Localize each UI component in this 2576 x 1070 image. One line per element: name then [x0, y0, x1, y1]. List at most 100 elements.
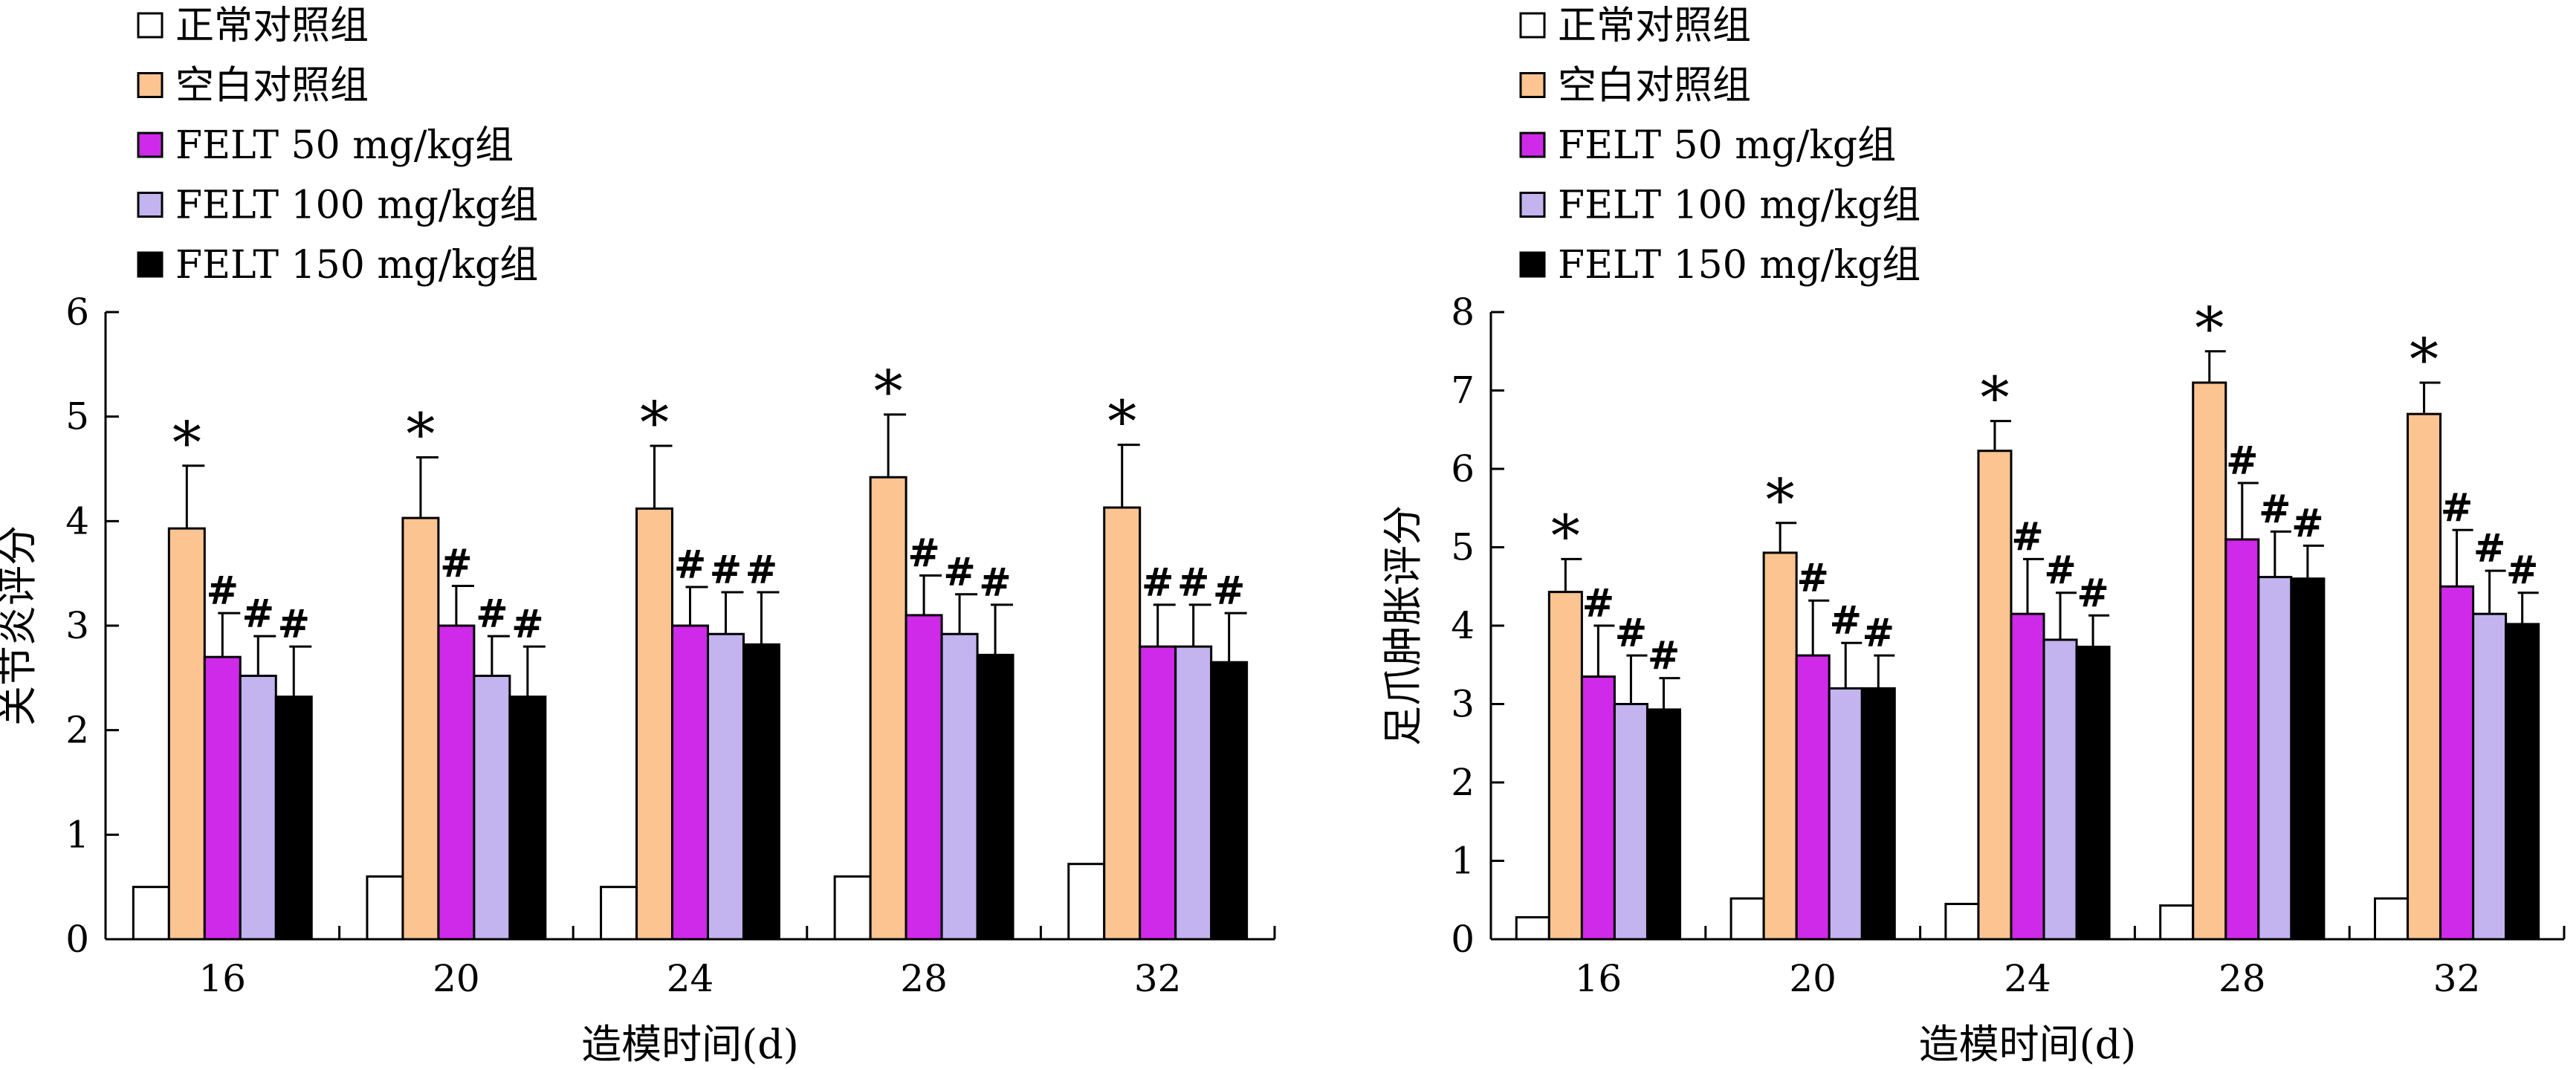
bar: [2439, 585, 2475, 941]
x-tick-label: 24: [2004, 957, 2051, 1000]
significance-hash: #: [1796, 556, 1829, 601]
x-tick-label: 20: [433, 957, 480, 1000]
bar: [742, 643, 780, 941]
legend-swatch: [1519, 132, 1546, 158]
y-tick-label: 7: [1451, 369, 1475, 412]
significance-hash: #: [1213, 568, 1246, 614]
x-tick-label: 32: [2433, 957, 2481, 1000]
significance-hash: #: [2441, 485, 2473, 531]
significance-hash: #: [1582, 581, 1615, 626]
y-tick-label: 1: [1451, 840, 1475, 883]
legend-label: 空白对照组: [1558, 64, 1751, 108]
significance-hash: #: [1648, 634, 1680, 679]
bar: [1762, 551, 1798, 941]
bar: [869, 476, 907, 941]
significance-hash: #: [979, 560, 1012, 606]
y-tick-label: 5: [1451, 526, 1475, 569]
significance-hash: #: [2077, 571, 2109, 616]
bar: [1103, 506, 1142, 941]
significance-hash: #: [1829, 598, 1862, 643]
legend-swatch: [137, 251, 164, 278]
bar: [437, 624, 476, 941]
x-axis-title: 造模时间(d): [581, 1021, 799, 1068]
x-tick-label: 16: [1575, 957, 1622, 1000]
bar: [2472, 612, 2508, 941]
x-tick-label: 32: [1134, 957, 1182, 1000]
legend-swatch: [1519, 12, 1546, 39]
significance-asterisk: *: [1980, 366, 2009, 432]
significance-asterisk: *: [640, 390, 669, 457]
y-tick-label: 1: [65, 813, 89, 856]
bar: [1729, 897, 1765, 941]
bar: [940, 632, 979, 941]
legend-label: 正常对照组: [175, 4, 369, 48]
legend-label: FELT 50 mg/kg组: [175, 123, 514, 168]
legend-label: FELT 100 mg/kg组: [175, 184, 538, 228]
significance-hash: #: [1177, 560, 1210, 606]
y-tick-label: 8: [1451, 291, 1475, 334]
bar: [671, 624, 709, 941]
bar: [2192, 381, 2227, 941]
y-tick-label: 6: [65, 291, 89, 334]
y-tick-label: 4: [1451, 604, 1475, 647]
y-axis-title: 足爪肿胀评分: [1379, 505, 1426, 746]
y-tick-label: 4: [65, 499, 89, 542]
significance-hash: #: [674, 542, 707, 588]
bar: [2224, 538, 2260, 941]
bar: [203, 655, 242, 941]
significance-hash: #: [745, 548, 778, 593]
legend-swatch: [1519, 192, 1546, 218]
bar: [508, 696, 547, 941]
x-tick-label: 28: [900, 957, 948, 1000]
y-tick-label: 6: [1451, 447, 1475, 490]
x-axis-title: 造模时间(d): [1919, 1021, 2137, 1068]
bar: [2042, 638, 2078, 941]
bar: [132, 886, 170, 941]
bar: [1828, 687, 1863, 941]
significance-asterisk: *: [874, 359, 903, 426]
y-tick-label: 0: [1451, 918, 1475, 961]
legend-swatch: [137, 192, 164, 218]
significance-hash: #: [2506, 548, 2539, 594]
significance-hash: #: [277, 602, 310, 647]
bar: [239, 675, 277, 941]
bar: [366, 875, 404, 941]
bar: [473, 675, 511, 941]
bar: [976, 653, 1014, 941]
y-tick-label: 2: [1451, 761, 1475, 804]
bar: [833, 875, 872, 941]
significance-hash: #: [2226, 438, 2259, 484]
legend-label: FELT 100 mg/kg组: [1558, 184, 1920, 228]
bar: [2075, 645, 2111, 941]
bar: [904, 614, 943, 941]
significance-hash: #: [207, 568, 239, 614]
significance-hash: #: [1862, 611, 1894, 656]
significance-hash: #: [1615, 611, 1648, 656]
significance-hash: #: [1142, 560, 1174, 606]
legend-label: FELT 50 mg/kg组: [1558, 123, 1896, 168]
significance-asterisk: *: [406, 402, 435, 469]
bar: [1210, 661, 1249, 941]
bar: [1515, 915, 1550, 941]
bar: [1547, 591, 1583, 941]
legend-swatch: [1519, 251, 1546, 278]
bar: [1580, 675, 1616, 941]
bar: [1174, 645, 1213, 941]
significance-hash: #: [2011, 514, 2044, 560]
bar: [1067, 863, 1106, 941]
bar: [635, 507, 674, 941]
legend-swatch: [137, 12, 164, 39]
bar: [2290, 577, 2326, 941]
significance-asterisk: *: [1551, 503, 1580, 570]
x-tick-label: 16: [198, 957, 246, 1000]
bar: [2505, 623, 2540, 941]
significance-hash: #: [907, 531, 940, 576]
significance-hash: #: [2473, 526, 2506, 571]
significance-asterisk: *: [172, 410, 201, 477]
significance-asterisk: *: [2195, 296, 2224, 363]
bar: [1645, 708, 1682, 941]
bar: [600, 886, 638, 941]
